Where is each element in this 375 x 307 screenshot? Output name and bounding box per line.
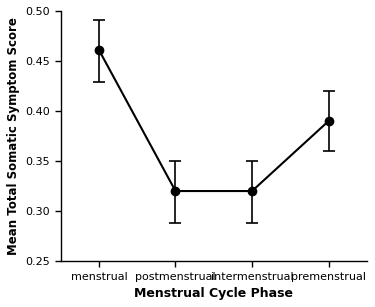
- Y-axis label: Mean Total Somatic Symptom Score: Mean Total Somatic Symptom Score: [7, 17, 20, 255]
- X-axis label: Menstrual Cycle Phase: Menstrual Cycle Phase: [134, 287, 293, 300]
